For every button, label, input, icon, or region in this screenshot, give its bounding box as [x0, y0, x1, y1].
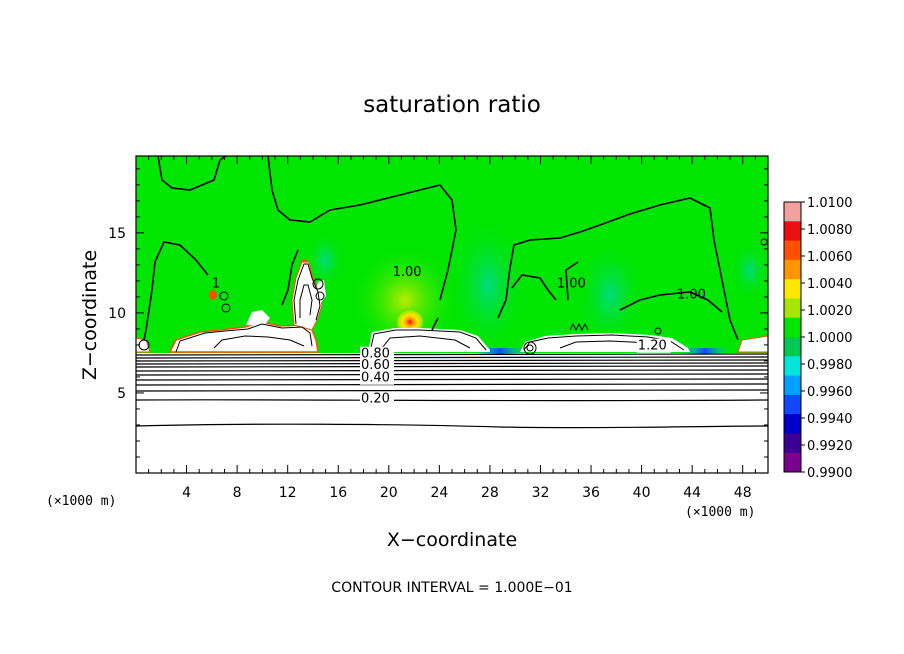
x-tick-label: 16 — [329, 485, 347, 501]
y-tick-label: 5 — [117, 386, 126, 402]
contour-label: 1.20 — [638, 339, 667, 354]
cloud-region-center — [368, 328, 490, 352]
subsaturated-layer — [136, 353, 768, 473]
colorbar-label: 1.0020 — [807, 304, 853, 319]
plot-area: 1.001.001.001.200.800.600.400.201 — [136, 156, 768, 473]
colorbar-label: 1.0040 — [807, 277, 853, 292]
colorbar-swatch — [784, 202, 801, 222]
cloud-region-left — [168, 321, 319, 353]
x-tick-label: 8 — [233, 485, 242, 501]
contour-label: 0.20 — [361, 392, 390, 407]
cool-anomaly-2 — [575, 240, 645, 350]
colorbar-swatch — [784, 337, 801, 357]
x-tick-label: 40 — [633, 485, 651, 501]
contour-label: 0.40 — [361, 371, 390, 386]
x-tick-label: 28 — [481, 485, 499, 501]
y-tick-label: 10 — [108, 306, 126, 322]
cool-anomaly-4 — [730, 240, 768, 300]
x-tick-label: 24 — [430, 485, 448, 501]
colorbar-label: 1.0060 — [807, 250, 853, 265]
contour-interval-footer: CONTOUR INTERVAL = 1.000E−01 — [331, 580, 572, 596]
colorbar-label: 0.9920 — [807, 439, 853, 454]
cloud-plume-2 — [246, 310, 270, 326]
x-tick-label: 20 — [380, 485, 398, 501]
x-tick-label: 32 — [532, 485, 550, 501]
colorbar-label: 0.9900 — [807, 466, 853, 481]
x-unit-right: (×1000 m) — [685, 505, 755, 520]
contour-label-bg — [359, 391, 394, 406]
colorbar-swatch — [784, 414, 801, 434]
y-axis-label: Z−coordinate — [79, 250, 101, 380]
cool-anomaly-1 — [448, 215, 528, 355]
colorbar-swatch — [784, 452, 801, 473]
colorbar-label: 0.9940 — [807, 412, 853, 427]
x-tick-label: 4 — [182, 485, 191, 501]
y-tick-label: 15 — [108, 226, 126, 242]
x-axis-label: X−coordinate — [387, 529, 517, 551]
blue-band — [470, 348, 530, 354]
colorbar-swatch — [784, 394, 801, 415]
contour-label-bg — [359, 357, 394, 372]
colorbar-swatch — [784, 279, 801, 299]
contour-label-bg — [359, 370, 394, 385]
colorbar: 1.0100 1.0080 1.0060 1.0040 1.0020 1.0000 0.99… — [783, 196, 853, 481]
blue-band-2 — [680, 348, 730, 354]
contour-label-bg — [359, 346, 394, 361]
x-tick-label: 48 — [734, 485, 752, 501]
contour-labels: 1.001.001.001.200.800.600.400.201 — [212, 265, 706, 407]
colorbar-swatch — [784, 259, 801, 280]
x-tick-label: 36 — [582, 485, 600, 501]
contour-label: 1 — [212, 276, 220, 291]
x-tick-label: 12 — [279, 485, 297, 501]
colorbar-label: 1.0100 — [807, 196, 853, 211]
cool-anomaly-3 — [305, 230, 345, 290]
colorbar-swatch — [784, 317, 801, 338]
colorbar-label: 1.0080 — [807, 223, 853, 238]
colorbar-label: 0.9960 — [807, 385, 853, 400]
y-axis-ticks: 5 10 15 — [108, 168, 768, 458]
colorbar-swatch — [784, 375, 801, 396]
colorbar-label: 1.0000 — [807, 331, 853, 346]
colorbar-swatch — [784, 356, 801, 377]
cloud-region-far-right — [737, 335, 768, 353]
colorbar-label: 0.9980 — [807, 358, 853, 373]
colorbar-swatch — [784, 240, 801, 261]
contour-label: 1.00 — [557, 276, 586, 291]
contour-label: 1.00 — [393, 265, 422, 280]
warm-spot-left — [209, 290, 217, 300]
x-unit-left: (×1000 m) — [46, 494, 116, 509]
x-axis-ticks: 4 8 12 16 20 24 28 32 36 40 44 48 — [148, 156, 756, 501]
contour-low-lines — [136, 353, 768, 429]
colorbar-swatch — [784, 221, 801, 242]
colorbar-swatch — [784, 298, 801, 319]
x-tick-label: 44 — [683, 485, 701, 501]
chart-title: saturation ratio — [363, 92, 541, 118]
colorbar-swatch — [784, 433, 801, 454]
contour-label: 0.60 — [361, 358, 390, 373]
contour-1-00-lines — [143, 156, 739, 341]
contour-label-bg — [636, 338, 671, 353]
contour-label: 1.00 — [677, 287, 706, 302]
